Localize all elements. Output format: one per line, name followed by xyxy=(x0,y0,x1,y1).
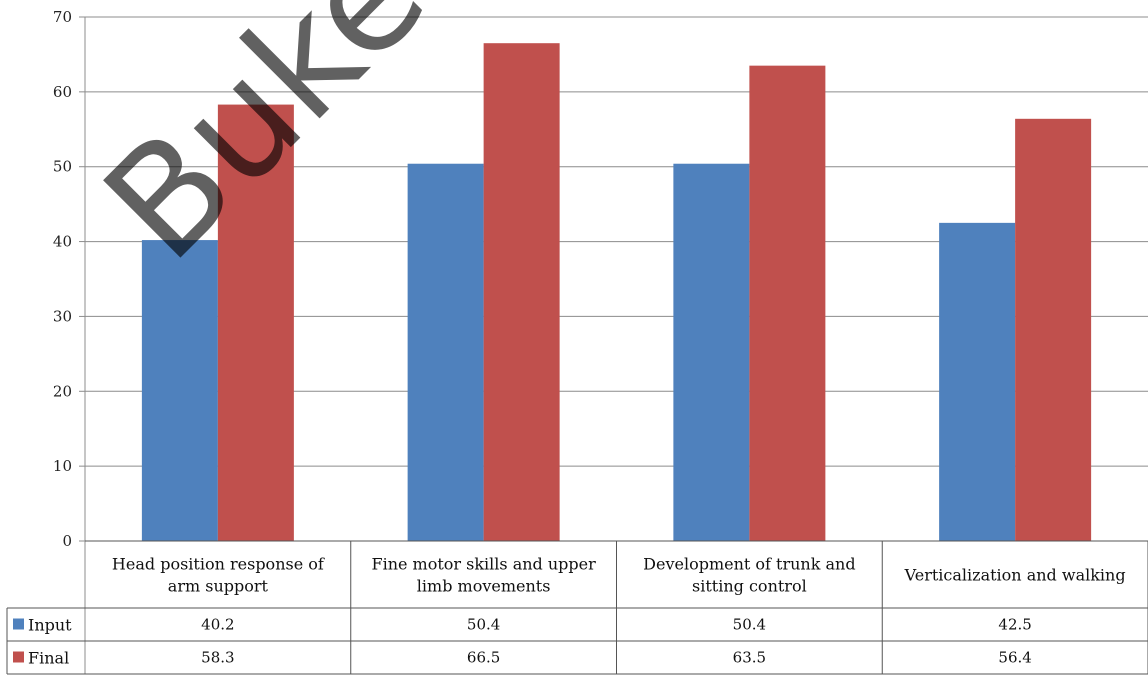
bar-final-4 xyxy=(1015,118,1092,541)
bars xyxy=(141,43,1092,542)
table-value-input: 50.4 xyxy=(733,616,766,634)
y-tick-label: 60 xyxy=(53,83,72,101)
y-tick-label: 40 xyxy=(53,233,72,251)
legend-key-final xyxy=(13,651,24,663)
category-label: Development of trunk and xyxy=(643,555,855,574)
category-label: Verticalization and walking xyxy=(904,566,1126,585)
y-tick-label: 50 xyxy=(53,158,72,176)
y-tick-label: 20 xyxy=(53,382,72,400)
table-value-final: 63.5 xyxy=(733,649,766,667)
category-label: arm support xyxy=(168,577,269,596)
bar-final-3 xyxy=(749,65,826,542)
axes xyxy=(79,16,86,674)
y-tick-label: 30 xyxy=(53,307,72,325)
bar-input-3 xyxy=(673,163,750,541)
table-value-final: 58.3 xyxy=(201,649,234,667)
table-value-input: 42.5 xyxy=(998,616,1031,634)
table-value-input: 40.2 xyxy=(201,616,234,634)
bar-input-2 xyxy=(407,163,484,541)
table-value-final: 66.5 xyxy=(467,649,500,667)
y-tick-label: 10 xyxy=(53,457,72,475)
bar-final-1 xyxy=(217,104,294,541)
legend-label-final: Final xyxy=(28,649,69,668)
bar-final-2 xyxy=(483,43,560,541)
category-label: Head position response of xyxy=(112,555,325,574)
category-label: limb movements xyxy=(417,577,551,596)
legend-key-input xyxy=(13,618,24,630)
y-tick-label: 0 xyxy=(62,532,72,550)
category-label: Fine motor skills and upper xyxy=(371,555,596,574)
y-tick-label: 70 xyxy=(53,8,72,26)
bar-input-4 xyxy=(939,222,1016,541)
category-label: sitting control xyxy=(692,577,807,596)
bar-input-1 xyxy=(141,240,218,541)
table-value-final: 56.4 xyxy=(998,649,1031,667)
data-table: Head position response of arm support Fine… xyxy=(6,540,1148,675)
y-tick-labels: 0 10 20 30 40 50 60 70 xyxy=(53,8,72,550)
table-value-input: 50.4 xyxy=(467,616,500,634)
legend-label-input: Input xyxy=(28,616,72,635)
